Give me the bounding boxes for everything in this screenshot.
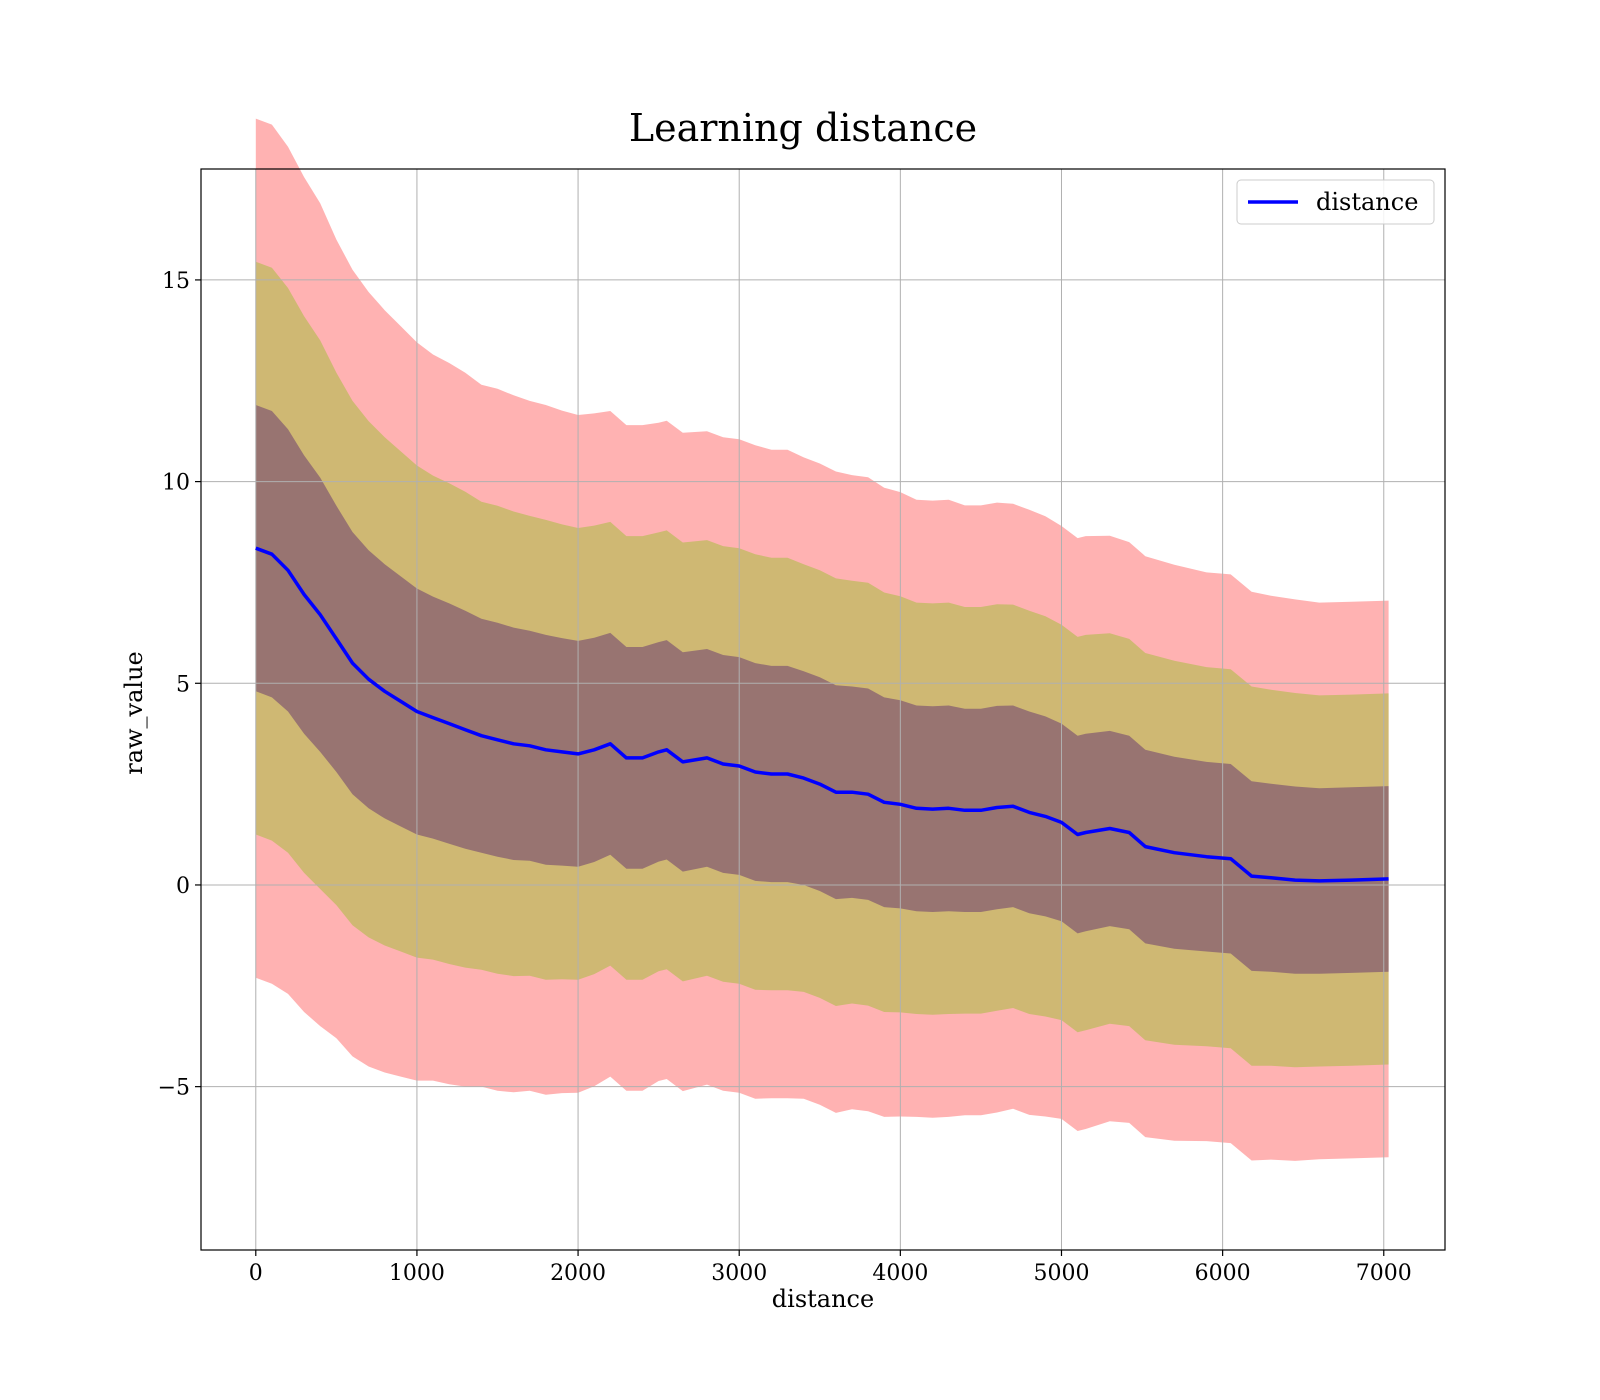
legend-label-distance: distance [1316, 188, 1418, 216]
x-tick-label: 7000 [1356, 1261, 1412, 1286]
y-axis-label: raw_value [120, 651, 148, 775]
legend: distance [1236, 179, 1435, 225]
y-tick-label: −5 [158, 1076, 190, 1101]
x-tick-label: 4000 [872, 1261, 928, 1286]
band-2std [255, 261, 1389, 1068]
x-axis: 0 1000 2000 3000 4000 5000 6000 7000 [249, 1250, 1412, 1286]
y-tick-label: 0 [176, 874, 190, 899]
y-axis: −5 0 5 10 15 [158, 269, 201, 1101]
plot-frame [200, 168, 1446, 1251]
x-tick-label: 2000 [550, 1261, 606, 1286]
x-tick-label: 6000 [1195, 1261, 1251, 1286]
band-3std [255, 118, 1389, 1161]
legend-box [1236, 179, 1435, 225]
x-tick-label: 0 [249, 1261, 263, 1286]
std-bands [255, 118, 1389, 1161]
chart-title: Learning distance [629, 106, 977, 150]
x-tick-label: 3000 [711, 1261, 767, 1286]
x-axis-label: distance [772, 1285, 874, 1313]
band-1std [255, 405, 1389, 974]
series-line-distance [255, 546, 1389, 883]
series-layer [255, 546, 1389, 883]
x-tick-label: 5000 [1033, 1261, 1089, 1286]
y-tick-label: 15 [162, 269, 190, 294]
x-tick-label: 1000 [389, 1261, 445, 1286]
y-tick-label: 10 [162, 471, 190, 496]
y-tick-label: 5 [176, 672, 190, 697]
